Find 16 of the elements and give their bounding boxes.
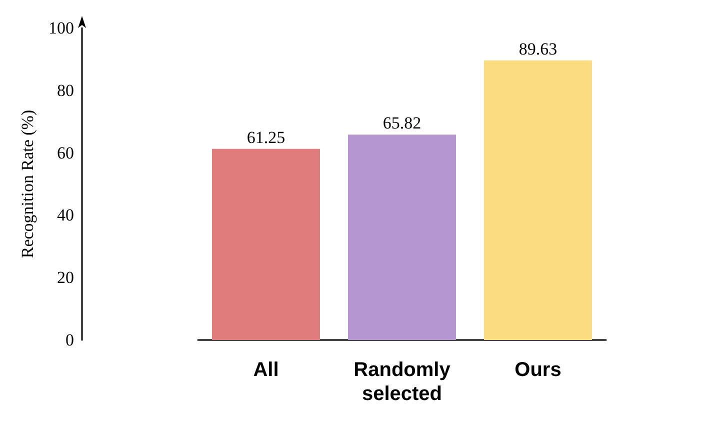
- data-label: 61.25: [246, 128, 286, 147]
- y-tick-label: 80: [57, 80, 74, 100]
- data-label: 89.63: [518, 39, 558, 58]
- x-tick-label: Ours: [514, 359, 562, 381]
- y-tick-label: 40: [57, 206, 74, 225]
- data-label: 65.82: [382, 114, 422, 133]
- y-tick-label: 20: [57, 268, 74, 288]
- bar: [212, 148, 320, 340]
- bar: [348, 134, 456, 340]
- y-axis-title: Recognition Rate (%): [18, 110, 37, 258]
- y-tick-label: 60: [57, 143, 74, 162]
- bar: [484, 60, 592, 340]
- x-tick-label: Randomly selected: [354, 359, 452, 405]
- y-tick-label: 0: [66, 330, 74, 350]
- x-tick-label: All: [253, 359, 279, 381]
- y-tick-label: 100: [48, 18, 74, 38]
